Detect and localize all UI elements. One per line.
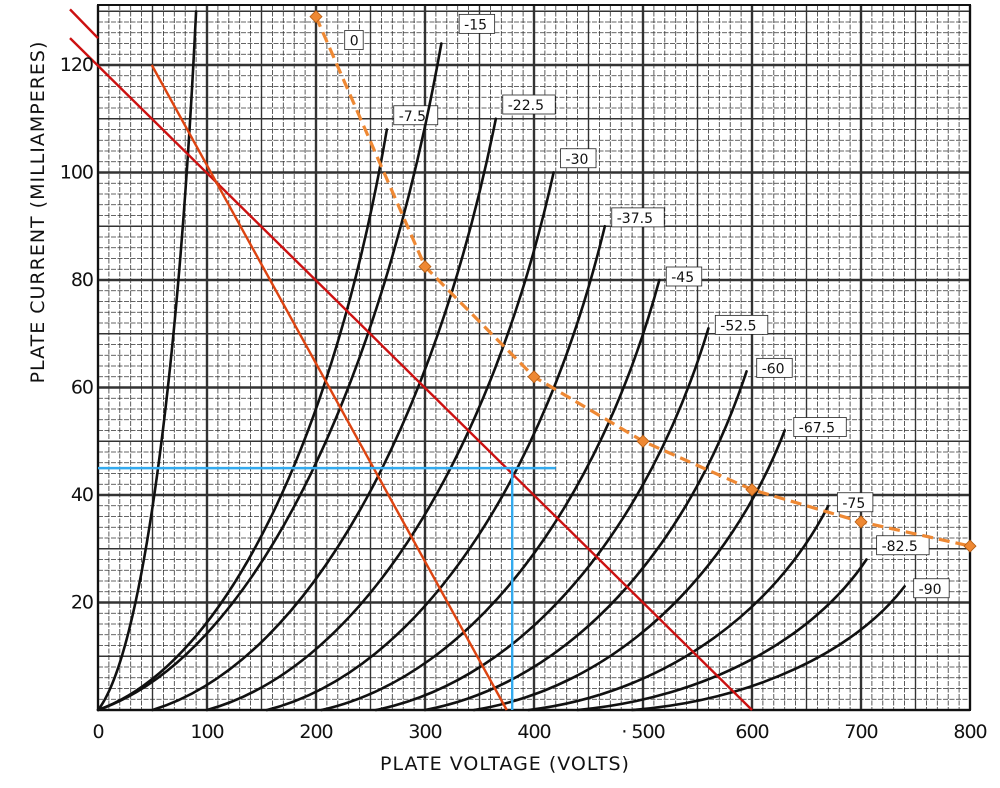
curve-label: -45 — [671, 270, 694, 286]
curve-label: -15 — [464, 17, 487, 33]
curve-label-box — [611, 207, 665, 228]
curve-label: -37.5 — [617, 211, 653, 227]
x-tick-label: 800 — [953, 721, 986, 743]
curve-label: -67.5 — [799, 421, 835, 437]
curve-label-box — [560, 148, 597, 169]
x-tick-label: · 500 — [621, 721, 664, 743]
curve-label-box — [344, 30, 364, 50]
curve-label: -22.5 — [508, 98, 544, 114]
curve-label-box — [793, 417, 847, 437]
curve-label: -90 — [919, 582, 942, 598]
y-tick-label: 20 — [71, 592, 93, 614]
curve-label-box — [714, 314, 769, 335]
x-tick-label: 700 — [844, 721, 877, 743]
x-tick-label: 100 — [190, 721, 223, 743]
load-line — [69, 37, 753, 711]
load-line — [150, 64, 508, 711]
plate-curve — [472, 429, 786, 712]
dissipation-point — [854, 515, 868, 529]
y-axis-title: PLATE CURRENT (MILLIAMPERES) — [27, 41, 49, 384]
y-tick-label: 80 — [71, 269, 93, 291]
y-tick-label: 60 — [71, 377, 93, 399]
x-axis-ticks: 0 100 200 300 400 · 500 600 700 800 — [92, 721, 987, 743]
dissipation-point — [636, 434, 650, 448]
curve-label: -82.5 — [882, 539, 918, 555]
curve-label: 0 — [350, 34, 359, 50]
x-tick-label: 600 — [735, 721, 768, 743]
load-line-extension — [69, 8, 99, 39]
curve-label-box — [665, 266, 703, 287]
x-tick-label: 200 — [299, 721, 332, 743]
dissipation-point — [309, 10, 323, 24]
curve-label-box — [913, 578, 950, 599]
plate-curve — [527, 504, 830, 712]
x-axis-title: PLATE VOLTAGE (VOLTS) — [380, 753, 630, 775]
plate-curve — [96, 128, 389, 712]
curve-label: -52.5 — [720, 318, 756, 334]
dissipation-point — [963, 539, 977, 553]
y-tick-label: 120 — [60, 54, 93, 76]
plate-curve — [96, 42, 443, 712]
plate-curve — [630, 585, 906, 712]
plate-curve — [374, 327, 710, 712]
y-tick-label: 100 — [60, 162, 93, 184]
dissipation-point — [745, 483, 759, 497]
x-tick-label: 300 — [408, 721, 441, 743]
plate-curve — [151, 117, 498, 712]
plate-curve — [423, 370, 748, 712]
curve-label: -7.5 — [399, 109, 426, 125]
curve-label-box — [756, 357, 793, 378]
plate-curve — [265, 224, 607, 712]
plate-curve — [576, 558, 868, 712]
plate-curve — [320, 278, 661, 712]
plate-curves: 0 -7.5 -15 -22.5 -30 -37.5 -45 -52.5 -60 -67.5 -75… — [96, 9, 950, 712]
dissipation-point — [527, 370, 541, 384]
curve-label-box — [836, 492, 874, 513]
plate-curve — [205, 171, 555, 712]
overlay-lines — [69, 8, 977, 711]
plate-curve — [96, 9, 198, 712]
curve-label: -60 — [762, 361, 785, 377]
curve-label: -75 — [842, 496, 865, 512]
x-tick-label: 0 — [92, 721, 103, 743]
curve-label-box — [458, 13, 496, 34]
dissipation-point — [418, 259, 432, 274]
y-axis-ticks: 20 40 60 80 100 120 — [60, 54, 94, 614]
y-tick-label: 40 — [71, 484, 93, 506]
curve-label-box — [876, 535, 930, 556]
curve-label: -30 — [566, 152, 589, 168]
x-tick-label: 400 — [517, 721, 550, 743]
curve-label-box — [502, 94, 556, 115]
